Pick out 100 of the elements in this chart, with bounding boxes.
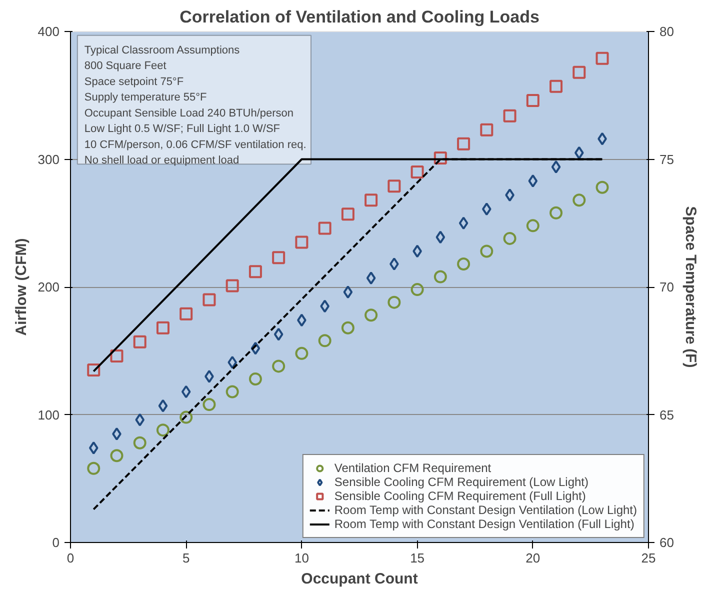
y2-tick-label: 75 [660,152,674,167]
x-tick-label: 10 [294,550,309,566]
point [388,180,401,193]
point [598,132,607,146]
annotation: Occupant Sensible Load 240 BTUh/person [84,107,294,120]
annotation: Space setpoint 75°F [84,76,184,88]
annotation: 10 CFM/person, 0.06 CFM/SF ventilation req. [84,138,306,151]
point [550,206,563,220]
y-tick-label: 0 [52,535,60,550]
point [364,194,378,207]
point [202,293,216,306]
annotation: Typical Classroom Assumptions [84,44,240,56]
point [110,449,124,462]
point [388,296,401,309]
legend-label: Room Temp with Constant Design Ventilation (Full Light) [334,517,634,531]
point [272,360,286,373]
point [226,385,239,398]
point [180,410,193,424]
point [550,80,563,93]
point [87,462,100,475]
x-tick-label: 0 [66,550,74,566]
point [572,194,586,207]
y-axis-title: Airflow (CFM) [12,238,30,336]
x-axis-title: Occupant Count [301,570,418,588]
x-tick-label: 5 [182,550,190,566]
point [503,232,516,245]
point [574,146,584,160]
point [596,52,609,65]
point [318,222,332,235]
y2-tick-label: 80 [660,24,674,39]
point [87,364,100,377]
point [434,270,447,284]
point [572,66,586,79]
legend-label: Room Temp with Constant Design Ventilation (Low Light) [334,503,637,517]
point [112,427,122,440]
x-tick-label: 15 [410,550,425,566]
point [320,300,330,313]
chart-title: Correlation of Ventilation and Cooling Loads [180,8,540,26]
point [458,216,468,230]
point [434,151,447,164]
point [596,180,609,194]
point [248,265,262,278]
legend-label: Sensible Cooling CFM Requirement (Low Light) [334,475,589,489]
point [341,321,354,334]
point [204,370,214,383]
y-tick-label: 100 [38,407,60,422]
point [482,202,492,216]
point [158,399,168,412]
y-tick-label: 300 [38,152,60,167]
point [410,166,424,179]
point [295,346,308,360]
legend-label: Sensible Cooling CFM Requirement (Full Light) [334,489,586,503]
y2-axis-title: Space Temperature (F) [682,206,699,368]
point [551,160,561,174]
annotation: 800 Square Feet [84,60,166,72]
point [272,251,286,264]
y2-tick-label: 60 [660,535,674,550]
point [135,413,145,426]
point [133,335,146,348]
point [133,436,146,450]
x-tick-label: 20 [526,550,540,566]
point [457,258,470,270]
y2-tick-label: 70 [660,280,674,294]
point [528,174,538,188]
point [526,94,540,107]
point [297,314,306,327]
y-tick-label: 400 [38,24,60,39]
point [410,283,424,296]
point [88,441,98,454]
point [480,123,494,136]
point [180,307,193,320]
point [110,349,124,362]
point [156,424,170,437]
legend-label: Ventilation CFM Requirement [334,461,492,475]
point [228,356,238,369]
point [341,208,354,221]
annotation: Supply temperature 55°F [84,92,208,104]
point [226,279,239,292]
point [318,334,332,348]
point [457,137,470,150]
point [436,230,446,244]
point [295,236,308,249]
point [412,244,422,258]
point [248,372,262,386]
point [181,385,191,398]
point [526,219,540,232]
point [202,398,216,412]
point [364,308,378,322]
point [250,342,260,355]
x-tick-label: 25 [641,550,656,566]
annotation: No shell load or equipment load [84,154,240,167]
point [274,328,284,341]
annotation: Low Light 0.5 W/SF; Full Light 1.0 W/SF [84,123,280,136]
point [343,286,353,299]
point [156,321,170,334]
y-tick-label: 200 [38,280,60,294]
point [503,109,516,122]
point [366,272,376,285]
point [480,244,494,258]
y2-tick-label: 65 [660,407,674,422]
